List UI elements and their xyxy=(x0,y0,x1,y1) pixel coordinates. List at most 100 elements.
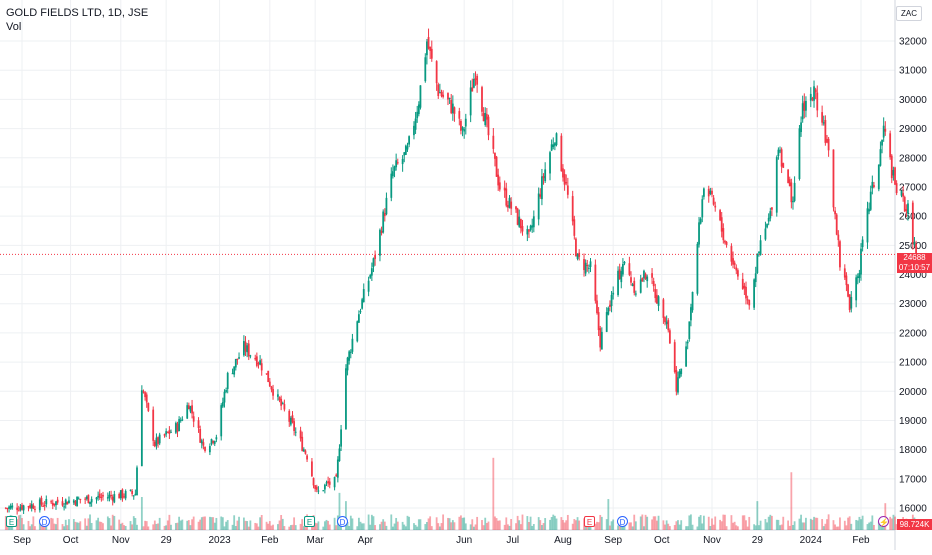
volume-bar xyxy=(155,523,158,530)
earnings-icon[interactable]: E xyxy=(584,516,595,527)
split-icon[interactable]: ⚡ xyxy=(878,516,889,527)
candle xyxy=(189,405,192,414)
volume-bar xyxy=(866,524,869,530)
candle xyxy=(178,416,181,432)
candle xyxy=(247,339,250,361)
earnings-icon[interactable]: E xyxy=(6,516,17,527)
volume-bar xyxy=(383,521,386,530)
volume-bar xyxy=(281,518,284,530)
candle xyxy=(131,489,134,497)
volume-bar xyxy=(181,519,184,530)
candle xyxy=(395,153,398,171)
volume-bar xyxy=(733,521,736,530)
candle xyxy=(539,188,542,199)
candle xyxy=(813,80,815,108)
candle xyxy=(550,139,553,152)
volume-bar xyxy=(108,518,111,530)
volume-bar xyxy=(268,521,271,530)
volume-bar xyxy=(53,523,56,530)
candle xyxy=(163,433,166,438)
volume-bar xyxy=(839,517,841,530)
volume-bar xyxy=(756,501,759,530)
currency-selector[interactable]: ZAC xyxy=(896,6,922,21)
candle xyxy=(503,180,506,198)
candle xyxy=(336,456,339,483)
candle xyxy=(609,300,611,312)
volume-bar xyxy=(208,516,211,530)
candle xyxy=(223,389,226,408)
dividend-icon[interactable]: D xyxy=(617,516,628,527)
volume-bar xyxy=(27,520,30,530)
candle xyxy=(236,358,239,365)
volume-bar xyxy=(639,516,642,530)
volume-bar xyxy=(442,514,445,530)
candle xyxy=(913,237,916,247)
volume-bar xyxy=(453,522,456,530)
volume-bar xyxy=(832,520,835,530)
volume-bar xyxy=(153,520,156,530)
candle xyxy=(696,241,699,296)
volume-bar xyxy=(102,523,104,530)
volume-bar xyxy=(759,520,762,530)
volume-bar xyxy=(766,522,768,530)
candle xyxy=(758,251,760,257)
volume-bar xyxy=(213,522,216,530)
volume-bar xyxy=(605,519,608,530)
candle xyxy=(396,158,399,165)
volume-bar xyxy=(508,525,511,530)
volume-bar xyxy=(113,515,116,530)
volume-bar xyxy=(438,526,441,530)
earnings-icon[interactable]: E xyxy=(304,516,315,527)
volume-bar xyxy=(89,514,91,530)
candle xyxy=(685,341,687,367)
candle xyxy=(9,503,12,510)
x-tick-label: Sep xyxy=(13,535,31,546)
volume-bar xyxy=(805,517,807,530)
volume-bar xyxy=(197,521,200,530)
candle xyxy=(628,256,631,277)
candle xyxy=(157,436,159,448)
candle xyxy=(505,182,508,208)
candle xyxy=(16,503,19,515)
dividend-icon[interactable]: D xyxy=(39,516,50,527)
volume-bar xyxy=(667,523,670,530)
candle xyxy=(424,53,427,83)
volume-bar xyxy=(272,524,274,530)
candle xyxy=(270,385,273,393)
candle xyxy=(775,155,778,217)
candle xyxy=(145,392,148,408)
volume-bar xyxy=(803,522,806,530)
candle xyxy=(134,489,137,496)
candle xyxy=(231,368,234,375)
symbol-title: GOLD FIELDS LTD, 1D, JSE xyxy=(6,7,149,19)
volume-bar xyxy=(594,523,597,530)
candle xyxy=(123,493,125,499)
volume-bar xyxy=(416,526,419,530)
volume-bar xyxy=(22,524,25,530)
candle xyxy=(176,421,179,438)
volume-bar xyxy=(651,519,653,530)
volume-bar xyxy=(892,514,895,530)
volume-bar xyxy=(541,525,543,530)
x-tick-label: Jul xyxy=(506,535,519,546)
candle xyxy=(294,427,297,437)
candle xyxy=(438,83,441,94)
y-tick-label: 27000 xyxy=(899,182,927,193)
volume-bar xyxy=(464,523,467,530)
candle xyxy=(349,349,352,359)
candle xyxy=(868,202,870,215)
volume-bar xyxy=(220,516,223,530)
candle xyxy=(586,259,589,272)
volume-bar xyxy=(374,525,376,530)
dividend-icon[interactable]: D xyxy=(337,516,348,527)
volume-bar xyxy=(599,514,602,530)
candle xyxy=(155,433,158,450)
volume-bar xyxy=(709,526,712,530)
candle xyxy=(453,106,456,122)
volume-bar xyxy=(76,522,78,530)
candle xyxy=(599,325,602,352)
volume-bar xyxy=(163,525,166,530)
candle xyxy=(814,87,817,100)
